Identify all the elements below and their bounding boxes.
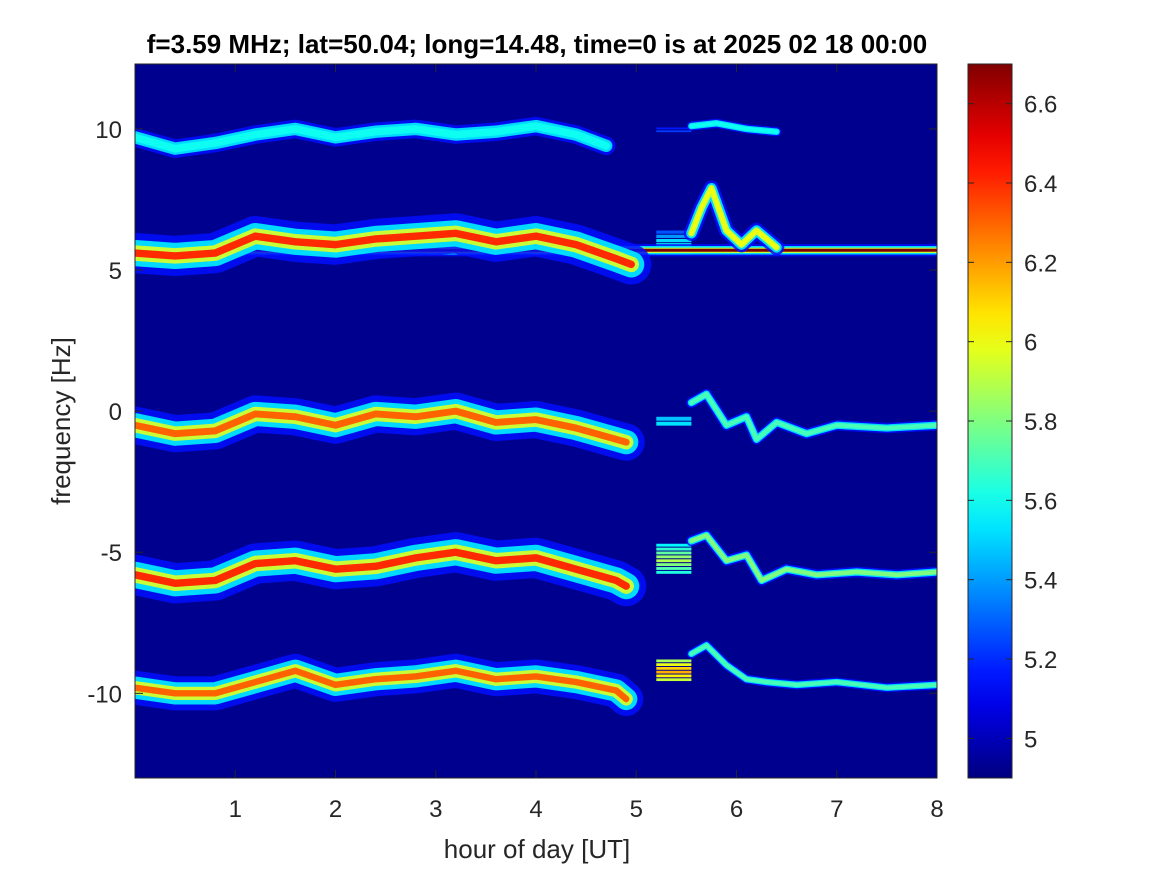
trace-4-segment-1-level-3 [690, 533, 937, 582]
y-axis-label: frequency [Hz] [46, 337, 76, 505]
trace-1-segment-0-level-3 [135, 124, 609, 151]
x-tick-label: 7 [830, 796, 843, 823]
colorbar-ticks: 5 5.2 5.4 5.6 5.8 6 6.2 6.4 6.6 [968, 92, 1057, 753]
trace-4 [135, 530, 937, 607]
colorbar-tick-label: 6 [1024, 330, 1037, 357]
colorbar-tick-label: 5.8 [1024, 409, 1057, 436]
block-cell [656, 543, 692, 547]
x-tick-label: 5 [630, 796, 643, 823]
y-tick-label: 5 [109, 258, 122, 285]
x-axis-ticks: 1 2 3 4 5 6 7 8 [229, 64, 944, 823]
block-cell [656, 663, 692, 666]
trace-3-segment-1-level-3 [690, 392, 937, 441]
block-cell [656, 678, 692, 682]
trace-3 [135, 388, 937, 461]
trace-5-segment-0-level-3 [135, 667, 630, 703]
trace-2-segment-0-level-3 [135, 229, 635, 269]
block-4 [656, 659, 692, 682]
block-cell [656, 130, 692, 133]
block-cell [656, 659, 692, 663]
chart-title: f=3.59 MHz; lat=50.04; long=14.48, time=… [147, 29, 927, 59]
trace-4-segment-0-level-3 [135, 548, 630, 590]
block-cell [656, 230, 692, 234]
block-cell [656, 567, 692, 570]
y-tick-label: 10 [95, 117, 122, 144]
y-tick-label: -10 [87, 681, 122, 708]
heatmap-layer [135, 116, 937, 717]
trace-2-segment-1-level-3 [689, 186, 779, 250]
y-axis-ticks: -10 -5 0 5 10 [87, 117, 937, 708]
block-cell [656, 547, 692, 551]
x-tick-label: 2 [329, 796, 342, 823]
x-tick-label: 3 [429, 796, 442, 823]
block-cell [656, 234, 692, 238]
block-cell [656, 238, 692, 243]
trace-3-segment-0-level-3 [135, 407, 630, 446]
block-cell [656, 670, 692, 674]
block-cell [656, 551, 692, 555]
trace-2 [135, 180, 785, 285]
x-tick-label: 6 [730, 796, 743, 823]
x-axis-label: hour of day [UT] [444, 834, 630, 864]
block-cell [656, 674, 692, 678]
x-tick-label: 8 [930, 796, 943, 823]
block-cell [656, 555, 692, 559]
trace-1 [135, 116, 782, 158]
trace-1-segment-1-level-3 [690, 122, 778, 133]
block-cell [656, 559, 692, 563]
plot-area [134, 63, 938, 779]
block-cell [656, 127, 692, 130]
colorbar-tick-label: 5.6 [1024, 488, 1057, 515]
y-tick-label: -5 [101, 540, 122, 567]
trace-5-segment-1-level-3 [690, 644, 937, 689]
block-cell [656, 421, 692, 426]
trace-5 [135, 640, 937, 717]
colorbar-tick-label: 6.4 [1024, 171, 1057, 198]
colorbar: 5 5.2 5.4 5.6 5.8 6 6.2 6.4 6.6 [967, 63, 1057, 779]
block-cell [656, 666, 692, 670]
block-cell [656, 416, 692, 421]
x-tick-label: 4 [529, 796, 542, 823]
block-cell [656, 570, 692, 574]
colorbar-tick-label: 6.6 [1024, 92, 1057, 119]
y-tick-label: 0 [109, 399, 122, 426]
block-3 [656, 543, 692, 574]
block-2 [656, 416, 692, 426]
colorbar-tick-label: 5.2 [1024, 647, 1057, 674]
block-cell [656, 563, 692, 567]
colorbar-tick-label: 5 [1024, 726, 1037, 753]
block-0 [656, 127, 692, 133]
colorbar-tick-label: 5.4 [1024, 568, 1057, 595]
colorbar-tick-label: 6.2 [1024, 250, 1057, 277]
colorbar-gradient [968, 64, 1012, 778]
x-tick-label: 1 [229, 796, 242, 823]
